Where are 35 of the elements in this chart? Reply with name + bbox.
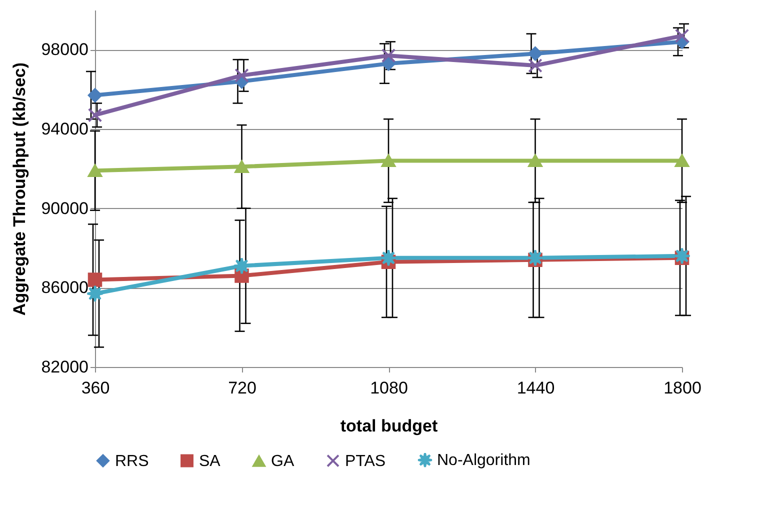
point [234, 68, 249, 83]
point [674, 28, 690, 43]
point [86, 284, 104, 302]
point [381, 154, 396, 168]
legend-label: SA [199, 452, 221, 470]
point [88, 164, 102, 177]
point [381, 56, 396, 71]
point [380, 249, 398, 267]
point [673, 247, 691, 265]
point [526, 249, 544, 267]
x-tick-label: 1080 [370, 378, 408, 398]
x-tick-label: 1440 [516, 378, 555, 398]
point [528, 58, 542, 73]
x-tick-label: 1800 [664, 378, 702, 398]
y-tick-label: 90000 [41, 198, 88, 218]
y-tick-label: 98000 [41, 40, 88, 60]
point [88, 272, 102, 287]
x-tick-label: 360 [81, 378, 110, 398]
point [674, 154, 690, 168]
legend-label: RRS [115, 452, 149, 470]
point [88, 108, 102, 122]
point [88, 88, 102, 102]
point [234, 160, 249, 173]
x-tick-label: 720 [228, 378, 256, 398]
point [528, 46, 542, 61]
legend-label: No-Algorithm [437, 452, 530, 470]
legend-label: PTAS [345, 452, 386, 470]
point [381, 48, 396, 63]
y-tick-label: 86000 [41, 278, 88, 298]
legend-label: GA [271, 453, 294, 470]
point [528, 154, 542, 168]
y-tick-label: 82000 [41, 358, 88, 376]
x-axis-title: total budget [340, 416, 438, 436]
y-tick-label: 94000 [41, 120, 88, 138]
y-axis-title: Aggregate Throughput (kb/sec) [10, 62, 30, 316]
